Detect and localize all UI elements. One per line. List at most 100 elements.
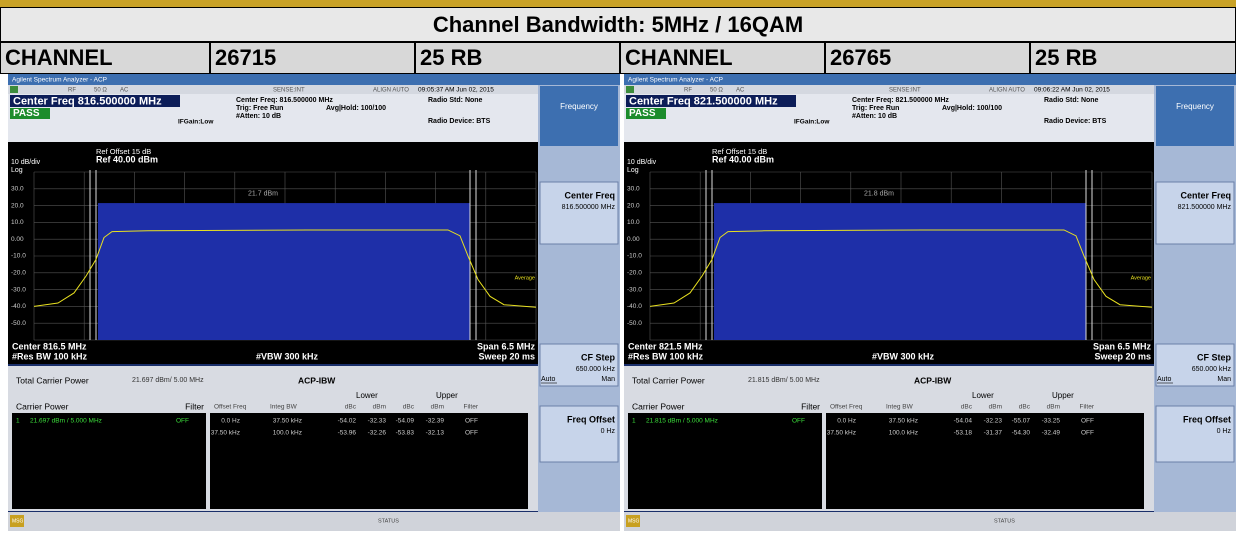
label: IFGain:Low — [178, 119, 214, 126]
label: Center 816.5 MHz — [12, 341, 87, 351]
menu-header — [1156, 86, 1234, 146]
center-freq-box — [10, 95, 180, 107]
label: 21.815 dBm/ 5.00 MHz — [748, 377, 820, 384]
label: 37.50 kHz — [827, 430, 856, 437]
label: 37.50 kHz — [889, 418, 918, 425]
label: Agilent Spectrum Analyzer - ACP — [12, 77, 107, 84]
softkey-value: 650.000 kHz — [576, 366, 616, 373]
analyzer-panel: Agilent Spectrum Analyzer - ACP RF 50 Ω AC S… — [8, 74, 620, 531]
label: dBm — [989, 404, 1002, 411]
label: SENSE:INT — [889, 88, 921, 94]
msg-icon — [10, 515, 24, 527]
msg-bar — [8, 512, 620, 531]
softkey[interactable] — [1155, 343, 1235, 387]
integration-band — [714, 203, 1086, 340]
top-band — [0, 0, 1236, 7]
analyzer-screen: Agilent Spectrum Analyzer - ACP RF 50 Ω AC S… — [8, 74, 620, 531]
softkey[interactable] — [1155, 405, 1235, 463]
status-strip — [8, 85, 538, 94]
softkey-value: 0 Hz — [601, 428, 616, 435]
y-tick-label: -20.0 — [627, 270, 642, 277]
label: Avg|Hold: 100/100 — [942, 105, 1002, 112]
label: RF — [684, 88, 692, 94]
label: Sweep 20 ms — [1094, 351, 1151, 361]
label: 21.697 dBm/ 5.00 MHz — [132, 377, 204, 384]
label: Center 821.5 MHz — [628, 341, 703, 351]
label: 09:05:37 AM Jun 02, 2015 — [418, 87, 494, 94]
title-bar — [8, 74, 620, 85]
label: -32.13 — [426, 430, 445, 437]
cell: 26715 — [210, 42, 415, 74]
label: 100.0 kHz — [889, 430, 918, 437]
softkey[interactable] — [539, 343, 619, 387]
label: 21.697 dBm / 5.000 MHz — [30, 418, 102, 425]
label: STATUS — [994, 518, 1015, 524]
y-tick-label: 20.0 — [11, 202, 24, 209]
label: ACP-IBW — [914, 375, 952, 385]
y-tick-label: 30.0 — [627, 186, 640, 193]
label: -54.02 — [338, 418, 357, 425]
label: dBc — [961, 404, 973, 411]
label: Filter — [464, 404, 479, 411]
msg-bar — [624, 512, 1236, 531]
y-tick-label: -30.0 — [11, 286, 26, 293]
label: Ref 40.00 dBm — [96, 154, 158, 164]
y-tick-label: -10.0 — [11, 253, 26, 260]
label: 10 dB/div — [627, 159, 657, 166]
softkey[interactable] — [539, 405, 619, 463]
y-tick-label: 20.0 — [627, 202, 640, 209]
label: -54.30 — [1012, 430, 1031, 437]
softkey[interactable] — [1155, 181, 1235, 245]
label: dBm — [431, 404, 444, 411]
label: Trig: Free Run — [852, 105, 899, 112]
label: Log — [627, 167, 639, 174]
label: Filter — [801, 401, 820, 411]
softkey-option: Auto — [1157, 376, 1172, 383]
label: AC — [120, 88, 129, 94]
trace — [649, 229, 1153, 308]
label: Upper — [436, 391, 458, 400]
integration-band — [98, 203, 470, 340]
label: Span 6.5 MHz — [477, 341, 536, 351]
lxi-icon — [626, 86, 634, 93]
label: Ref Offset 15 dB — [712, 147, 767, 156]
label: AC — [736, 88, 745, 94]
label: Total Carrier Power — [16, 375, 89, 385]
label: 0.0 Hz — [837, 418, 856, 425]
channel-row: CHANNEL 26715 25 RB CHANNEL 26765 25 RB — [0, 42, 1236, 74]
softkey-option: Auto — [541, 376, 556, 383]
label: MSG — [12, 518, 24, 524]
label: Radio Device: BTS — [1044, 118, 1107, 125]
label: Upper — [1052, 391, 1074, 400]
y-tick-label: 10.0 — [11, 219, 24, 226]
trace-label: Average — [515, 275, 535, 281]
label: Filter — [1080, 404, 1095, 411]
label: OFF — [176, 418, 189, 425]
label: 37.50 kHz — [211, 430, 240, 437]
label: dBm — [1047, 404, 1060, 411]
label: 100.0 kHz — [273, 430, 302, 437]
label: Log — [11, 167, 23, 174]
label: #VBW 300 kHz — [256, 351, 319, 361]
softkey-label: CF Step — [1197, 352, 1232, 362]
label: 0.0 Hz — [221, 418, 240, 425]
softkey[interactable] — [539, 181, 619, 245]
label: Agilent Spectrum Analyzer - ACP — [628, 77, 723, 84]
label: 37.50 kHz — [273, 418, 302, 425]
label: ALIGN AUTO — [373, 88, 409, 94]
label: Carrier Power — [632, 401, 685, 411]
menu-title: Frequency — [560, 102, 598, 111]
y-tick-label: -50.0 — [627, 320, 642, 327]
label: Integ BW — [886, 404, 914, 411]
y-tick-label: 30.0 — [11, 186, 24, 193]
label: Radio Device: BTS — [428, 118, 491, 125]
label: OFF — [465, 418, 478, 425]
label: -53.96 — [338, 430, 357, 437]
lxi-icon — [10, 86, 18, 93]
softkey-value: 650.000 kHz — [1192, 366, 1232, 373]
label: -31.37 — [984, 430, 1003, 437]
label: Radio Std: None — [428, 97, 483, 104]
label: Trig: Free Run — [236, 105, 283, 112]
label: PASS — [629, 108, 656, 119]
